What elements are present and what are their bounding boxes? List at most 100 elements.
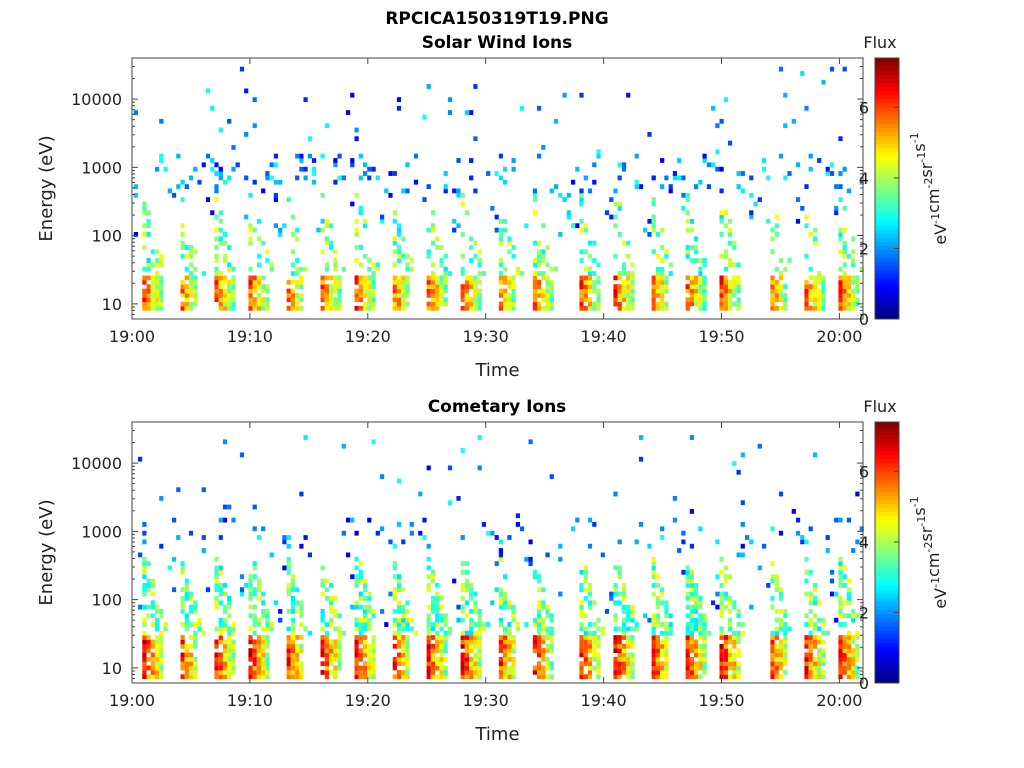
spectrogram-cell (222, 439, 228, 445)
spectrogram-cell (184, 648, 189, 653)
spectrogram-cell (817, 288, 822, 294)
spectrogram-cell (626, 643, 631, 649)
spectrogram-cell (770, 665, 775, 671)
spectrogram-cell (252, 574, 257, 580)
spectrogram-cell (638, 522, 644, 527)
spectrogram-cell (685, 284, 690, 289)
spectrogram-cell (855, 643, 860, 649)
spectrogram-cell (286, 670, 291, 675)
spectrogram-cell (256, 596, 262, 601)
spectrogram-cell (180, 600, 185, 606)
spectrogram-cell (320, 639, 325, 645)
spectrogram-cell (256, 305, 262, 311)
spectrogram-cell (541, 656, 546, 662)
spectrogram-cell (579, 661, 584, 667)
spectrogram-cell (214, 258, 219, 263)
spectrogram-cell (698, 266, 703, 272)
spectrogram-cell (613, 188, 618, 194)
spectrogram-cell (630, 609, 635, 614)
spectrogram-cell (290, 648, 295, 653)
colorbar-swatch (875, 310, 899, 316)
spectrogram-cell (418, 491, 423, 497)
spectrogram-cell (464, 643, 469, 649)
spectrogram-cell (503, 305, 508, 311)
spectrogram-cell (392, 609, 397, 614)
spectrogram-cell (817, 670, 822, 675)
spectrogram-cell (498, 539, 503, 545)
spectrogram-cell (256, 587, 262, 593)
spectrogram-cell (719, 288, 724, 294)
colorbar-swatch (875, 164, 899, 169)
spectrogram-cell (655, 656, 660, 662)
spectrogram-cell (222, 648, 228, 653)
spectrogram-cell (227, 297, 232, 303)
spectrogram-cell (324, 288, 329, 294)
spectrogram-cell (363, 635, 368, 640)
spectrogram-cell (507, 604, 512, 610)
spectrogram-cell (430, 210, 436, 216)
colorbar-swatch (875, 470, 899, 476)
spectrogram-cell (307, 630, 312, 636)
spectrogram-cell (180, 569, 185, 575)
spectrogram-cell (392, 288, 397, 294)
spectrogram-cell (227, 305, 232, 311)
spectrogram-cell (592, 622, 597, 627)
spectrogram-cell (180, 587, 185, 593)
spectrogram-cell (218, 301, 223, 307)
spectrogram-cell (770, 648, 775, 653)
colorbar-swatch (875, 306, 899, 312)
spectrogram-cell (549, 626, 554, 632)
spectrogram-cell (413, 630, 419, 636)
spectrogram-cell (252, 587, 257, 593)
spectrogram-cell (295, 609, 300, 614)
spectrogram-cell (579, 600, 584, 606)
spectrogram-cell (477, 297, 482, 303)
spectrogram-cell (617, 539, 622, 545)
colorbar-swatch (875, 286, 899, 291)
spectrogram-cell (227, 670, 232, 675)
spectrogram-cell (587, 665, 593, 671)
spectrogram-cell (320, 279, 325, 285)
spectrogram-cell (354, 565, 359, 571)
spectrogram-cell (180, 179, 185, 185)
spectrogram-cell (150, 288, 155, 294)
colorbar-unit-base: eV (931, 224, 950, 245)
spectrogram-cell (532, 574, 537, 580)
spectrogram-cell (664, 600, 669, 606)
spectrogram-cell (299, 543, 304, 549)
spectrogram-cell (150, 583, 155, 588)
spectrogram-cell (638, 435, 644, 440)
colorbar-swatch (875, 617, 899, 623)
spectrogram-cell (460, 643, 465, 649)
spectrogram-cell (842, 297, 847, 303)
spectrogram-cell (808, 284, 813, 289)
spectrogram-cell (188, 253, 194, 259)
spectrogram-cell (367, 665, 372, 671)
spectrogram-cell (498, 240, 503, 246)
spectrogram-cell (286, 565, 291, 571)
spectrogram-cell (587, 643, 593, 649)
spectrogram-cell (770, 561, 775, 566)
spectrogram-cell (452, 227, 457, 233)
spectrogram-cell (333, 626, 338, 632)
spectrogram-cell (155, 284, 160, 289)
spectrogram-cell (295, 297, 300, 303)
spectrogram-cell (188, 674, 194, 680)
spectrogram-cell (193, 670, 198, 675)
spectrogram-cell (541, 253, 546, 259)
spectrogram-cell (486, 622, 491, 627)
spectrogram-cell (159, 284, 164, 289)
spectrogram-cell (617, 674, 622, 680)
spectrogram-cell (214, 639, 219, 645)
spectrogram-cell (435, 288, 440, 294)
spectrogram-cell (222, 279, 228, 285)
spectrogram-cell (783, 626, 788, 632)
spectrogram-cell (396, 279, 402, 285)
spectrogram-cell (778, 271, 784, 276)
spectrogram-cell (477, 674, 482, 680)
spectrogram-cell (664, 626, 669, 632)
spectrogram-cell (660, 284, 665, 289)
spectrogram-cell (367, 617, 372, 623)
spectrogram-cell (532, 670, 537, 675)
y-tick-label: 1000 (81, 158, 122, 177)
